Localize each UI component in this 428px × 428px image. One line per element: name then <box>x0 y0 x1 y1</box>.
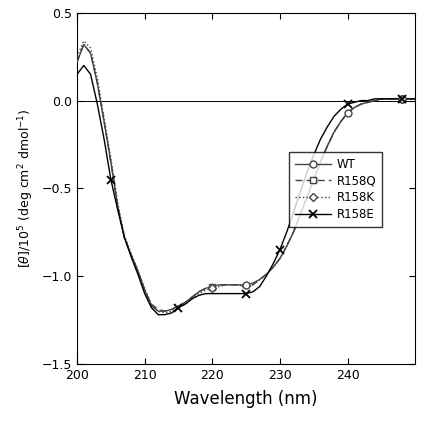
Legend: WT, R158Q, R158K, R158E: WT, R158Q, R158K, R158E <box>289 152 382 226</box>
Y-axis label: $[\theta]/10^5\ \mathsf{(deg\ cm^2\ dmol^{-1})}$: $[\theta]/10^5\ \mathsf{(deg\ cm^2\ dmol… <box>17 108 36 268</box>
X-axis label: Wavelength (nm): Wavelength (nm) <box>174 390 318 408</box>
